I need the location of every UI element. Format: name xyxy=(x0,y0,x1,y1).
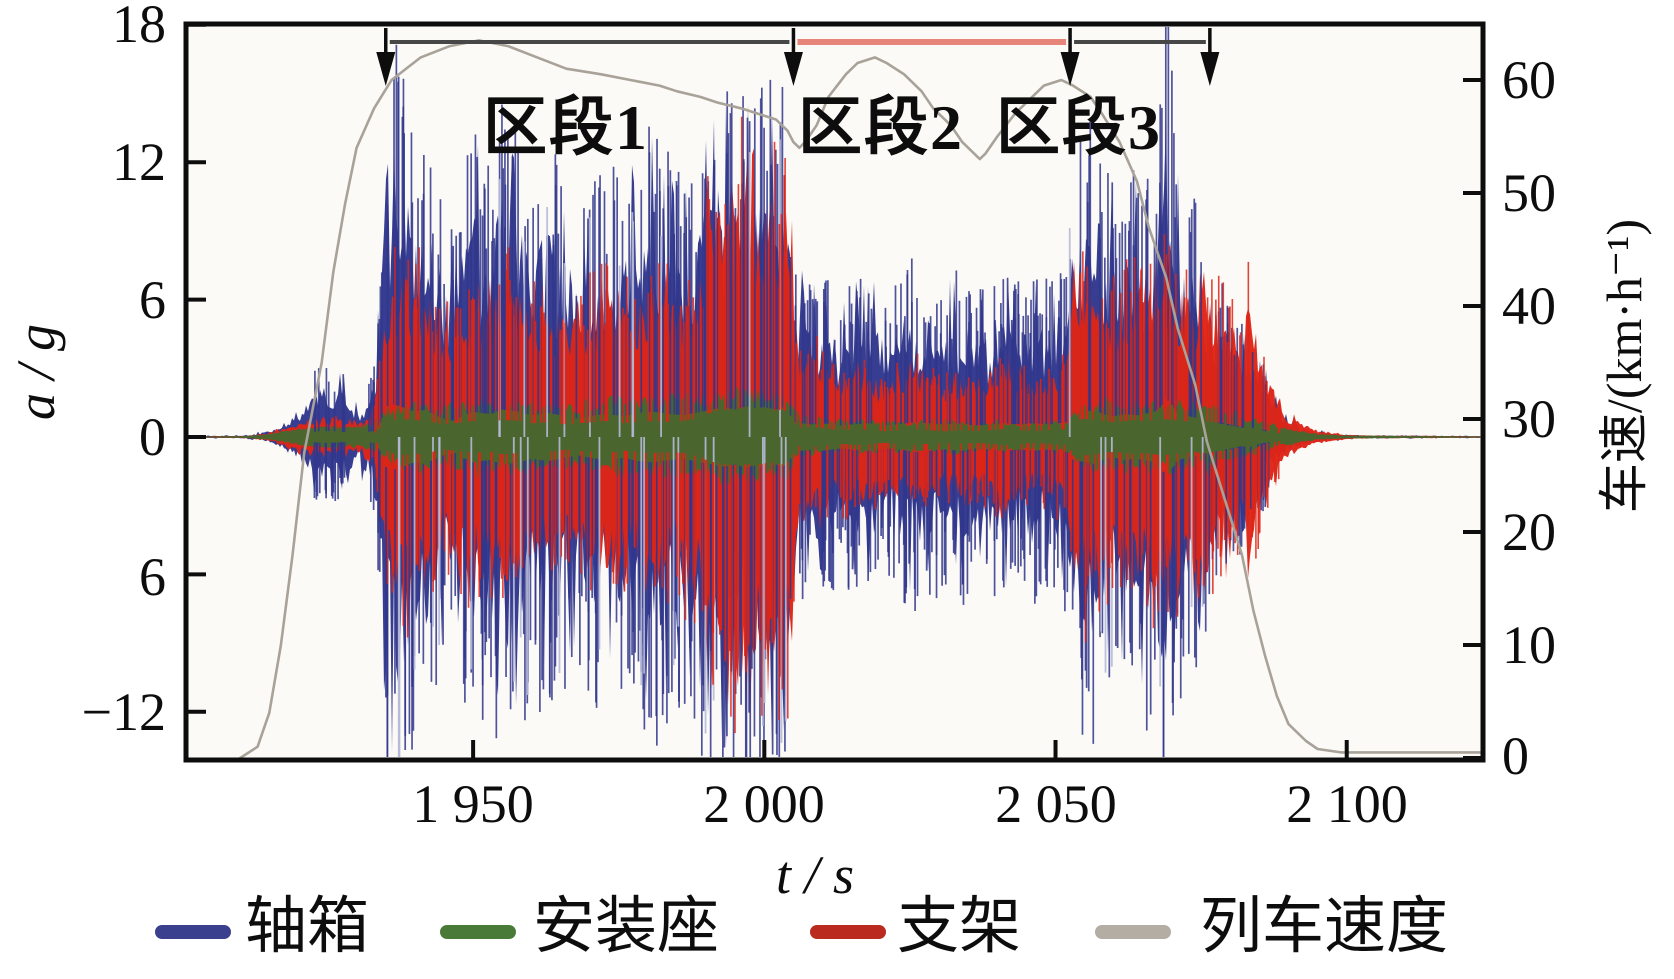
section-label-2: 区段2 xyxy=(798,92,964,163)
y-right-axis-title: 车速/(km·h⁻¹) xyxy=(1596,218,1652,514)
x-tick-label: 2 050 xyxy=(995,774,1117,834)
x-tick-label: 1 950 xyxy=(412,774,534,834)
y-right-tick-label: 50 xyxy=(1502,163,1556,223)
x-tick-label: 2 000 xyxy=(703,774,825,834)
section-boundary-arrow-icon xyxy=(1060,52,1080,86)
y-left-tick-label: −12 xyxy=(81,682,166,742)
x-tick-label: 2 100 xyxy=(1286,774,1408,834)
train-speed-line xyxy=(238,39,1482,760)
x-axis-title: t / s xyxy=(775,845,855,905)
section-boundary-arrow-icon xyxy=(1200,52,1220,86)
y-left-tick-label: 0 xyxy=(139,407,166,467)
section-label-3: 区段3 xyxy=(996,92,1162,163)
y-left-axis-title: a / g xyxy=(6,323,66,421)
legend-line-bracket-icon xyxy=(810,925,886,939)
y-left-tick-label: 12 xyxy=(112,132,166,192)
y-left-tick-label: 6 xyxy=(139,270,166,330)
section-label-1: 区段1 xyxy=(483,92,649,163)
legend-label-bracket: 支架 xyxy=(897,893,1022,961)
legend-label-trainspeed: 列车速度 xyxy=(1200,893,1449,961)
y-right-tick-label: 60 xyxy=(1502,50,1556,110)
legend-line-axlebox-icon xyxy=(155,925,231,939)
y-right-tick-label: 0 xyxy=(1502,726,1529,786)
section-boundary-arrow-icon xyxy=(376,52,396,86)
section-boundary-arrow-icon xyxy=(783,52,803,86)
y-right-tick-label: 30 xyxy=(1502,389,1556,449)
legend-label-axlebox: 轴箱 xyxy=(245,893,370,961)
y-right-tick-label: 40 xyxy=(1502,276,1556,336)
y-left-tick-label: 18 xyxy=(112,0,166,54)
legend-line-mount-icon xyxy=(440,925,516,939)
y-left-tick-label: 6 xyxy=(139,547,166,607)
legend-label-mount: 安装座 xyxy=(533,893,720,961)
legend-line-trainspeed-icon xyxy=(1095,925,1171,939)
y-right-tick-label: 10 xyxy=(1502,615,1556,675)
y-right-tick-label: 20 xyxy=(1502,502,1556,562)
